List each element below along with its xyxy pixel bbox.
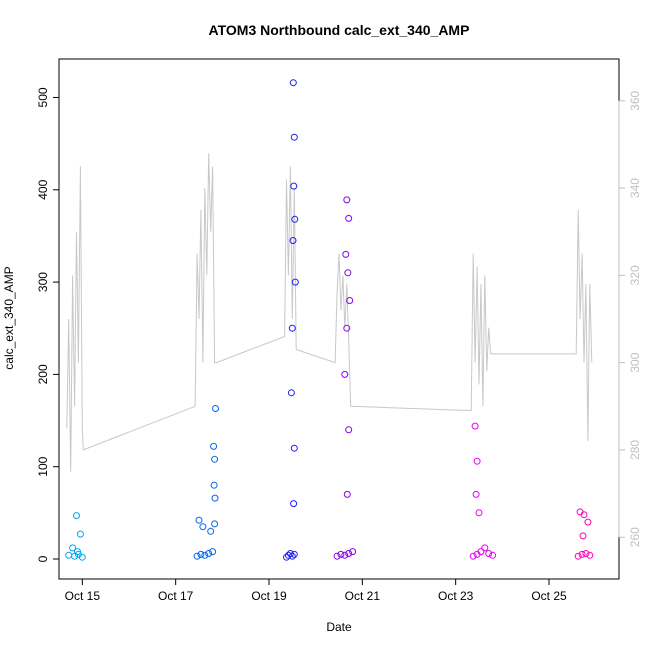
data-point xyxy=(212,405,219,412)
data-point xyxy=(290,444,298,452)
data-point xyxy=(337,550,345,558)
data-point xyxy=(291,278,299,286)
data-point xyxy=(73,512,80,520)
data-point xyxy=(343,196,351,204)
data-point xyxy=(473,457,481,465)
data-point xyxy=(78,553,86,561)
data-point xyxy=(582,550,590,557)
y-axis-title: calc_ext_340_AMP xyxy=(2,266,16,369)
data-point xyxy=(287,389,295,397)
data-point xyxy=(76,530,84,538)
data-point xyxy=(288,324,296,332)
data-point xyxy=(74,548,81,556)
data-point xyxy=(290,182,298,190)
data-point xyxy=(580,511,588,519)
data-point xyxy=(291,215,299,223)
data-point xyxy=(289,237,297,244)
x-tick-label: Oct 15 xyxy=(65,589,101,603)
data-point xyxy=(343,324,351,332)
plot-area-frame xyxy=(58,58,620,580)
data-point xyxy=(211,494,219,502)
data-point xyxy=(199,523,207,531)
chart-title: ATOM3 Northbound calc_ext_340_AMP xyxy=(209,22,470,38)
data-point xyxy=(207,527,215,535)
data-point xyxy=(475,509,483,517)
data-point xyxy=(290,500,298,508)
data-point xyxy=(210,442,218,450)
data-point xyxy=(586,551,594,559)
axes-layer: Oct 15 Oct 17 Oct 19 Oct 21 Oct 23 Oct 25 0 100… xyxy=(36,87,642,603)
data-point xyxy=(193,552,201,560)
x-tick-label: Oct 23 xyxy=(438,589,474,603)
data-point xyxy=(333,552,341,560)
line-layer xyxy=(66,153,593,472)
data-point xyxy=(477,548,485,556)
data-point xyxy=(349,548,357,556)
x-tick-label: Oct 21 xyxy=(345,589,381,603)
data-point xyxy=(211,455,219,463)
data-point xyxy=(345,550,353,557)
y-tick-label: 200 xyxy=(36,364,50,384)
line-series xyxy=(66,153,593,472)
data-point xyxy=(289,79,297,87)
x-tick-label: Oct 19 xyxy=(251,589,287,603)
data-point xyxy=(472,490,480,498)
y2-tick-label: 360 xyxy=(628,90,642,110)
data-point xyxy=(210,481,218,489)
data-point xyxy=(195,516,203,524)
data-point xyxy=(471,422,479,430)
data-point xyxy=(288,552,296,560)
data-point xyxy=(485,550,493,557)
data-point xyxy=(469,552,477,560)
data-point xyxy=(579,532,587,540)
data-point xyxy=(209,548,217,556)
data-point xyxy=(345,426,353,434)
y-tick-label: 300 xyxy=(36,272,50,292)
data-point xyxy=(343,490,351,498)
data-point xyxy=(584,518,592,526)
data-point xyxy=(290,133,298,141)
x-tick-label: Oct 17 xyxy=(158,589,194,603)
x-tick-label: Oct 25 xyxy=(531,589,567,603)
data-point xyxy=(578,550,586,558)
y2-tick-label: 320 xyxy=(628,265,642,285)
data-point xyxy=(345,214,353,222)
data-point xyxy=(481,544,489,552)
y2-tick-label: 300 xyxy=(628,352,642,372)
data-point xyxy=(211,520,219,528)
data-point xyxy=(489,551,497,559)
y2-tick-label: 260 xyxy=(628,527,642,547)
y-tick-label: 100 xyxy=(36,456,50,476)
y-tick-label: 400 xyxy=(36,179,50,199)
data-point xyxy=(65,551,73,559)
data-point xyxy=(574,552,582,560)
points-layer xyxy=(65,79,594,561)
data-point xyxy=(346,297,354,304)
y2-tick-label: 340 xyxy=(628,178,642,198)
y-tick-label: 0 xyxy=(36,555,50,562)
data-point xyxy=(197,550,205,558)
y-tick-label: 500 xyxy=(36,87,50,107)
x-axis-title: Date xyxy=(326,620,352,634)
data-point xyxy=(290,550,298,558)
data-point xyxy=(69,544,77,552)
data-point xyxy=(344,269,352,277)
data-point xyxy=(341,551,349,559)
data-point xyxy=(205,550,213,557)
data-point xyxy=(341,370,349,378)
data-point xyxy=(342,250,350,258)
data-point xyxy=(201,551,209,559)
y2-tick-label: 280 xyxy=(628,440,642,460)
